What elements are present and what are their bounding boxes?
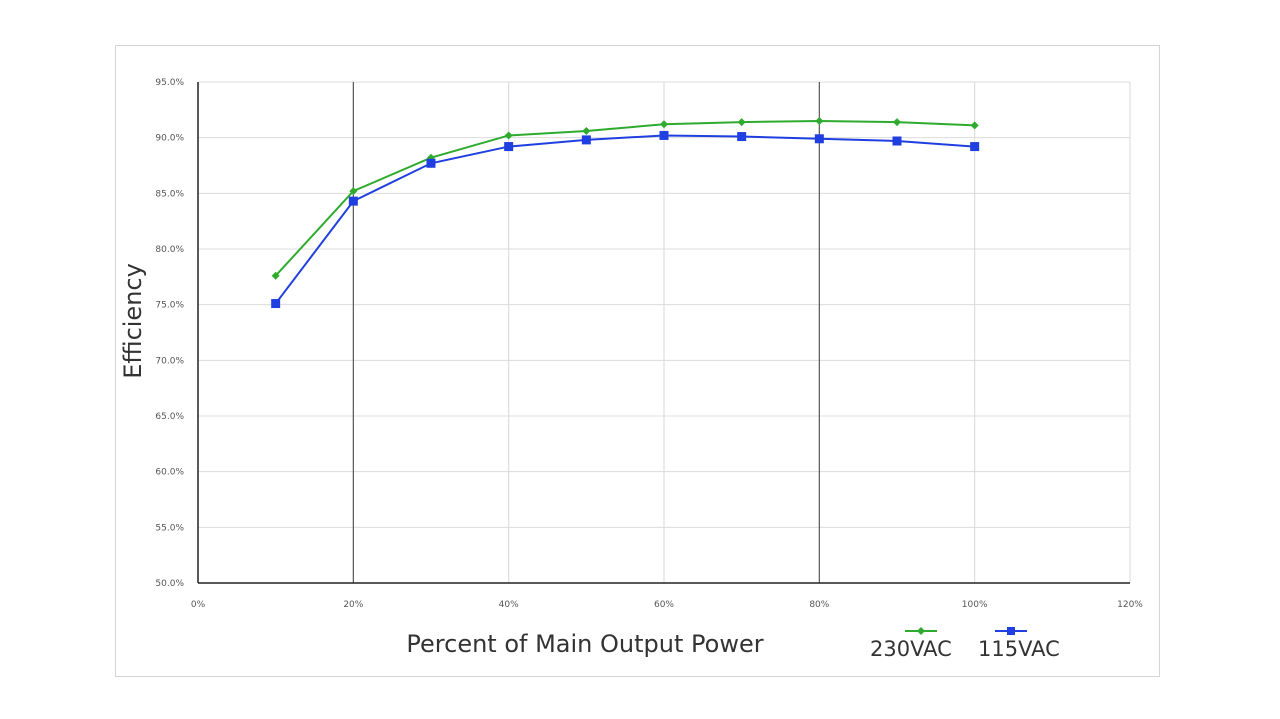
- data-point: [348, 196, 358, 206]
- data-point: [271, 299, 281, 309]
- legend: 230VAC 115VAC: [870, 627, 1060, 661]
- series-line: [274, 134, 975, 305]
- x-axis-title: Percent of Main Output Power: [406, 630, 763, 658]
- data-point: [737, 118, 746, 127]
- x-tick-label: 0%: [191, 600, 206, 610]
- data-point: [893, 118, 901, 127]
- chart-frame: [115, 45, 1160, 677]
- data-point: [271, 271, 280, 280]
- x-tick-label: 60%: [654, 600, 674, 610]
- legend-marker: [917, 627, 925, 635]
- series-115VAC: [271, 130, 980, 309]
- data-point: [815, 116, 824, 125]
- legend-item: 230VAC: [870, 627, 952, 661]
- series-line: [274, 119, 975, 277]
- legend-item: 115VAC: [978, 627, 1060, 661]
- x-tick-label: 120%: [1117, 600, 1143, 610]
- data-point: [659, 130, 669, 140]
- data-point: [426, 158, 436, 168]
- data-point: [737, 132, 747, 142]
- data-point: [814, 134, 824, 144]
- axes: [197, 82, 1130, 584]
- y-tick-label: 50.0%: [155, 579, 184, 589]
- data-point: [581, 135, 591, 145]
- data-point: [504, 142, 514, 152]
- data-point: [582, 126, 591, 135]
- x-tick-label: 100%: [962, 600, 988, 610]
- x-tick-label: 40%: [499, 600, 519, 610]
- series-lines: [271, 116, 980, 309]
- y-tick-label: 55.0%: [155, 523, 184, 533]
- legend-marker: [1007, 627, 1015, 635]
- data-point: [504, 131, 513, 140]
- data-point: [970, 121, 979, 130]
- data-point: [660, 120, 668, 129]
- series-230VAC: [271, 116, 979, 280]
- data-point: [349, 187, 358, 196]
- grid-lines: [197, 81, 1131, 584]
- legend-label: 230VAC: [870, 637, 952, 661]
- x-tick-label: 20%: [343, 600, 363, 610]
- y-tick-label: 90.0%: [155, 134, 184, 144]
- data-point: [892, 136, 902, 146]
- y-tick-label: 80.0%: [155, 245, 184, 255]
- data-point: [970, 142, 980, 152]
- y-axis-title: Efficiency: [119, 263, 147, 379]
- y-tick-label: 95.0%: [155, 78, 184, 88]
- y-tick-label: 70.0%: [155, 356, 184, 366]
- x-tick-label: 80%: [809, 600, 829, 610]
- y-tick-label: 75.0%: [155, 301, 184, 311]
- y-tick-label: 60.0%: [155, 468, 184, 478]
- tick-labels: 50.0% 55.0% 60.0% 65.0% 70.0% 75.0% 80.0% 85.0%…: [155, 78, 1143, 610]
- legend-label: 115VAC: [978, 637, 1060, 661]
- y-tick-label: 65.0%: [155, 412, 184, 422]
- y-tick-label: 85.0%: [155, 189, 184, 199]
